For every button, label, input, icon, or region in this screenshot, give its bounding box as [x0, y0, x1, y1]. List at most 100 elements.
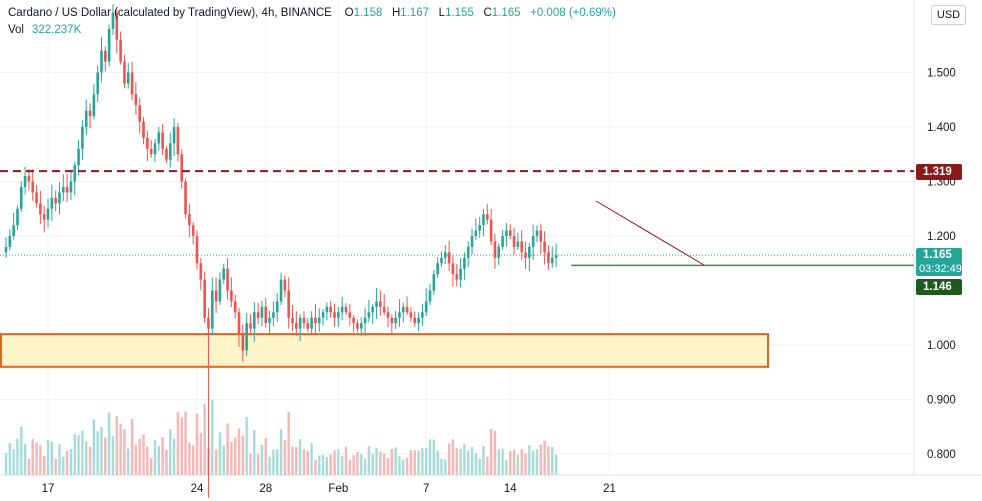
candle-body [245, 323, 248, 351]
candle-body [314, 317, 317, 324]
volume-bar [100, 426, 103, 475]
candle-body [203, 279, 206, 318]
volume-bar [501, 448, 504, 475]
candle-body [398, 312, 401, 318]
volume-bar [386, 458, 390, 475]
candle-body [329, 306, 332, 313]
volume-bar [421, 447, 424, 475]
volume-bar [455, 448, 458, 475]
volume-bar [153, 440, 157, 475]
candle-body [459, 268, 462, 280]
legend-close-value: 1.165 [491, 7, 521, 19]
price-tick-label: 1.000 [927, 340, 956, 352]
candle-body [275, 301, 279, 313]
candle-body [92, 94, 96, 117]
candle-body [554, 255, 558, 258]
volume-bar [520, 449, 523, 475]
volume-bar [96, 431, 99, 475]
candle-body [409, 312, 413, 318]
candle-body [512, 236, 516, 247]
candle-body [363, 317, 367, 324]
candle-body [35, 192, 38, 204]
candle-body [268, 317, 271, 324]
volume-bar [405, 457, 409, 475]
candle-body [424, 301, 428, 313]
candle-body [176, 127, 180, 155]
volume-bar [291, 446, 294, 475]
volume-bar [352, 454, 355, 475]
volume-bar [188, 442, 191, 475]
candle-body [539, 230, 543, 242]
volume-bar [264, 438, 267, 475]
candle-body [531, 236, 535, 247]
candle-body [535, 230, 539, 236]
legend-low-label: L [438, 7, 446, 19]
volume-bar [505, 459, 508, 475]
volume-bar [512, 449, 516, 475]
volume-bar [50, 441, 54, 475]
volume-bar [23, 443, 27, 475]
volume-bar [157, 446, 160, 475]
candle-body [379, 301, 382, 307]
currency-button[interactable]: USD [931, 5, 966, 25]
volume-bar [432, 439, 436, 475]
demand-zone [0, 333, 769, 368]
volume-legend: Vol 322.237K [8, 24, 81, 36]
candle-body [405, 306, 409, 313]
price-tick-label: 1.500 [927, 68, 956, 80]
volume-bar [85, 441, 88, 475]
volume-bar [489, 428, 493, 475]
volume-bar [539, 444, 542, 475]
volume-bar [211, 399, 214, 475]
current-price-value: 1.165 [923, 249, 952, 261]
price-tick-label: 0.800 [927, 449, 956, 461]
candle-body [283, 279, 287, 291]
volume-bar [226, 423, 229, 475]
candle-body [222, 268, 226, 280]
candle-body [256, 312, 260, 318]
volume-bar [344, 446, 348, 475]
candle-body [272, 312, 275, 318]
volume-bar [268, 456, 271, 475]
candle-body [27, 176, 31, 182]
candle-body [497, 246, 501, 258]
volume-bar [62, 456, 65, 475]
candle-body [146, 137, 149, 149]
candle-body [421, 312, 424, 318]
candle-body [50, 197, 54, 209]
legend-close-label: C [483, 7, 492, 19]
volume-bar [363, 458, 367, 475]
volume-bar [531, 450, 535, 475]
volume-value: 322.237K [32, 24, 82, 36]
volume-bar [104, 437, 107, 475]
time-tick-label: 14 [504, 483, 517, 495]
volume-bar [241, 435, 245, 475]
candle-body [134, 94, 138, 106]
candle-body [226, 268, 229, 291]
candle-body [149, 148, 153, 155]
volume-label: Vol [8, 24, 24, 36]
candle-body [386, 312, 390, 318]
candle-body [161, 132, 164, 149]
candle-body [153, 143, 157, 155]
candle-body [253, 312, 256, 329]
candle-body [100, 50, 103, 73]
volume-bar [8, 443, 12, 475]
volume-bar [478, 459, 481, 475]
candle-body [73, 165, 77, 182]
candle-body [359, 323, 363, 329]
volume-bar [474, 453, 478, 475]
legend-high-label: H [391, 7, 401, 19]
candle-body [260, 306, 264, 318]
candle-body [115, 12, 119, 40]
candle-body [207, 317, 210, 329]
volume-bar [249, 453, 252, 475]
volume-bar [486, 456, 489, 475]
candle-body [489, 219, 493, 242]
candle-body [62, 186, 65, 193]
candle-body [394, 317, 397, 324]
candle-body [233, 301, 237, 313]
candle-body [107, 28, 111, 62]
volume-bar [528, 445, 531, 475]
